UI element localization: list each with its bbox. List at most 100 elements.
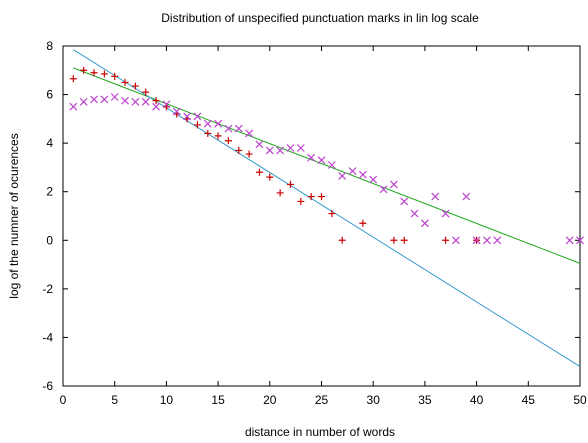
data-point-plus [266,173,274,181]
data-point-plus [69,75,77,83]
data-point-cross [245,129,254,138]
data-point-cross [389,180,398,189]
x-tick-label: 40 [470,393,484,407]
data-point-cross [451,236,460,245]
data-point-plus [442,236,450,244]
x-tick-label: 45 [522,393,536,407]
x-tick-label: 15 [211,393,225,407]
data-point-cross [565,236,574,245]
data-point-plus [111,72,119,80]
data-point-plus [121,78,129,86]
data-point-cross [410,209,419,218]
data-point-cross [348,167,357,175]
y-tick-label: -4 [42,330,53,344]
data-point-cross [327,161,336,169]
data-point-plus [359,219,367,227]
data-point-cross [121,96,129,105]
data-point-cross [131,97,140,106]
fit-lines [73,49,581,367]
data-point-cross [203,119,212,128]
data-point-plus [80,66,88,74]
data-point-cross [224,124,233,133]
data-point-cross [110,93,119,101]
data-point-cross [79,97,88,106]
data-point-cross [462,192,471,201]
data-point-cross [100,95,109,104]
data-point-cross [234,124,243,133]
data-point-plus [245,150,253,158]
x-tick-label: 10 [160,393,174,407]
data-point-cross [90,95,98,104]
data-point-plus [390,236,398,244]
data-point-cross [141,97,150,106]
data-point-cross [400,197,409,206]
x-tick-label: 5 [111,393,118,407]
y-tick-label: 6 [46,88,53,102]
x-tick-label: 25 [315,393,329,407]
data-point-cross [472,236,481,245]
data-point-plus [90,69,98,77]
data-point-cross [483,236,491,245]
axis-ticks: 0 5 10 15 20 25 30 35 40 45 50 -6 -4 -2 0 2 4 6 8 [42,39,587,407]
x-tick-label: 50 [573,393,587,407]
data-point-plus [142,88,150,96]
data-point-plus [255,168,263,176]
data-point-cross [296,144,305,152]
y-tick-label: 8 [46,39,53,53]
data-point-plus [224,137,232,145]
data-point-plus [286,180,294,188]
data-point-cross [286,144,295,152]
x-tick-label: 30 [367,393,381,407]
data-point-cross [172,107,181,116]
data-point-cross [265,146,274,155]
y-tick-label: 2 [46,185,53,199]
data-point-cross [441,209,450,218]
data-point-plus [100,70,108,78]
data-point-cross [214,119,223,128]
data-point-cross [152,102,160,111]
data-point-cross [162,100,171,109]
data-point-plus [276,189,284,197]
data-point-cross [255,140,264,149]
data-points [69,66,584,245]
data-point-cross [317,156,326,165]
data-point-plus [328,210,336,218]
chart-title: Distribution of unspecified punctuation … [161,11,479,25]
data-point-plus [235,146,243,154]
data-point-plus [400,236,408,244]
data-point-cross [338,172,347,180]
data-point-plus [131,82,139,90]
y-tick-label: -2 [42,282,53,296]
x-axis-label: distance in number of words [245,425,395,439]
data-point-plus [204,129,212,137]
data-point-plus [318,193,325,201]
data-point-cross [183,112,192,121]
x-tick-label: 35 [418,393,432,407]
data-point-cross [69,102,78,111]
data-point-cross [431,192,440,201]
x-tick-label: 20 [263,393,277,407]
data-point-plus [214,132,222,140]
data-point-cross [307,153,316,162]
y-tick-label: 4 [46,136,53,150]
fit-line [73,49,581,367]
y-tick-label: 0 [46,233,53,247]
data-point-cross [358,170,367,179]
data-point-cross [379,185,388,194]
data-point-cross [276,146,285,155]
x-tick-label: 0 [60,393,67,407]
y-axis-label: log of the numner of ocurences [7,133,21,298]
plot-frame [62,45,581,387]
data-point-cross [576,236,584,245]
data-point-plus [193,121,201,129]
data-point-cross [193,112,202,121]
data-point-plus [307,193,315,201]
data-point-plus [297,197,305,205]
data-point-cross [420,219,429,228]
data-point-cross [369,175,378,184]
y-tick-label: -6 [42,379,53,393]
data-point-cross [493,236,502,245]
data-point-plus [338,236,346,244]
data-point-plus [152,97,160,105]
